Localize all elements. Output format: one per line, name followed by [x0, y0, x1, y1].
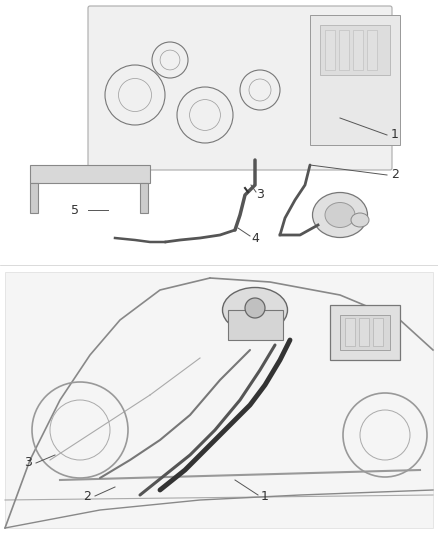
- Text: 1: 1: [261, 490, 269, 504]
- Bar: [345, 318, 355, 346]
- Text: 3: 3: [256, 189, 264, 201]
- Ellipse shape: [325, 203, 355, 228]
- Bar: [228, 310, 283, 340]
- Bar: [353, 30, 363, 70]
- Ellipse shape: [312, 192, 367, 238]
- Ellipse shape: [223, 287, 287, 333]
- Text: 3: 3: [24, 456, 32, 470]
- Text: 2: 2: [83, 489, 91, 503]
- Bar: [30, 183, 38, 213]
- Bar: [373, 318, 383, 346]
- Bar: [140, 183, 148, 213]
- Text: 4: 4: [251, 231, 259, 245]
- Bar: [367, 30, 377, 70]
- Bar: [330, 305, 400, 360]
- Ellipse shape: [351, 213, 369, 227]
- Text: 1: 1: [391, 128, 399, 141]
- Circle shape: [245, 298, 265, 318]
- Bar: [359, 318, 369, 346]
- Bar: [30, 165, 150, 183]
- Bar: [320, 25, 390, 75]
- Text: 2: 2: [391, 168, 399, 182]
- Bar: [5, 272, 433, 528]
- Bar: [325, 30, 335, 70]
- Text: 5: 5: [71, 204, 79, 216]
- FancyBboxPatch shape: [88, 6, 392, 170]
- Bar: [339, 30, 349, 70]
- Bar: [310, 15, 400, 145]
- Bar: [340, 315, 390, 350]
